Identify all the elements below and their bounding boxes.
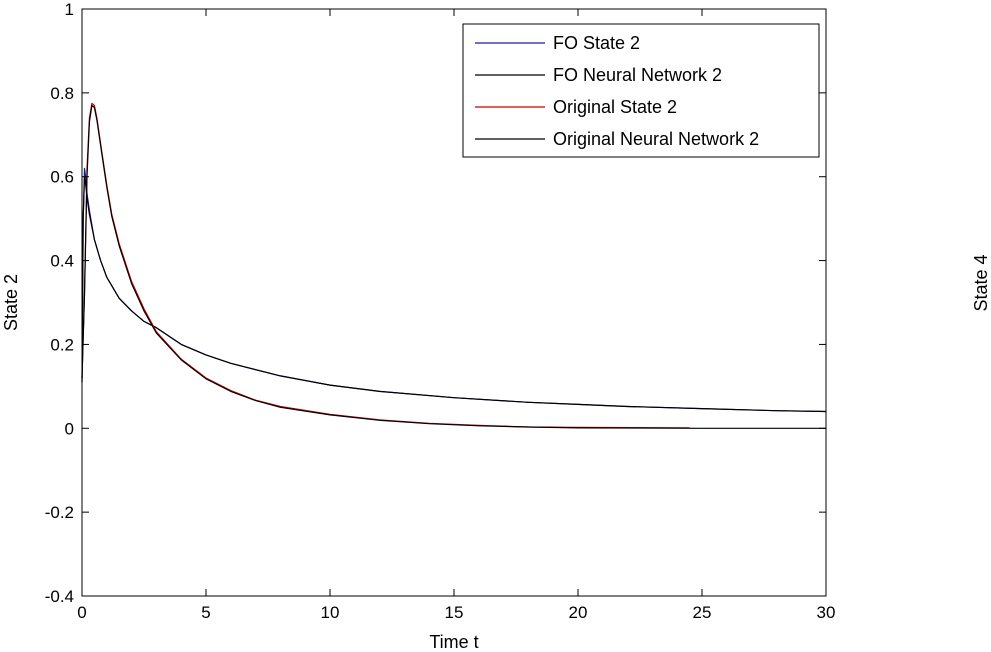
y-tick-label: -0.2	[45, 503, 74, 522]
y-tick-label: 0.2	[50, 335, 74, 354]
legend-label-3: Original State 2	[553, 97, 677, 117]
x-axis: 0 5 10 15 20 25 30	[77, 9, 835, 622]
legend-label-1: FO State 2	[553, 33, 640, 53]
right-axis-title: State 4	[971, 254, 991, 311]
y-tick-label: 0.6	[50, 168, 74, 187]
y-tick-label: 0.8	[50, 84, 74, 103]
legend-label-4: Original Neural Network 2	[553, 129, 759, 149]
legend-box	[462, 23, 820, 158]
y-tick-label: 0.4	[50, 252, 74, 271]
x-tick-label: 30	[817, 603, 836, 622]
series-line-4	[81, 104, 826, 429]
x-tick-label: 20	[569, 603, 588, 622]
y-axis-title: State 2	[1, 274, 21, 331]
y-tick-label: -0.4	[45, 587, 74, 606]
y-axis: -0.4 -0.2 0 0.2 0.4 0.6 0.8 1	[45, 0, 826, 606]
series-line-2	[81, 176, 827, 413]
x-axis-title: Time t	[429, 632, 478, 652]
legend-label-2: FO Neural Network 2	[553, 65, 722, 85]
y-tick-label: 1	[65, 0, 74, 19]
x-tick-label: 0	[77, 603, 86, 622]
y-tick-label: 0	[65, 419, 74, 438]
legend: FO State 2 FO Neural Network 2 Original St…	[462, 23, 820, 158]
x-tick-label: 5	[201, 603, 210, 622]
series-line-1	[81, 167, 827, 413]
series-layer	[81, 102, 827, 429]
x-tick-label: 10	[321, 603, 340, 622]
x-tick-label: 15	[445, 603, 464, 622]
x-tick-label: 25	[693, 603, 712, 622]
